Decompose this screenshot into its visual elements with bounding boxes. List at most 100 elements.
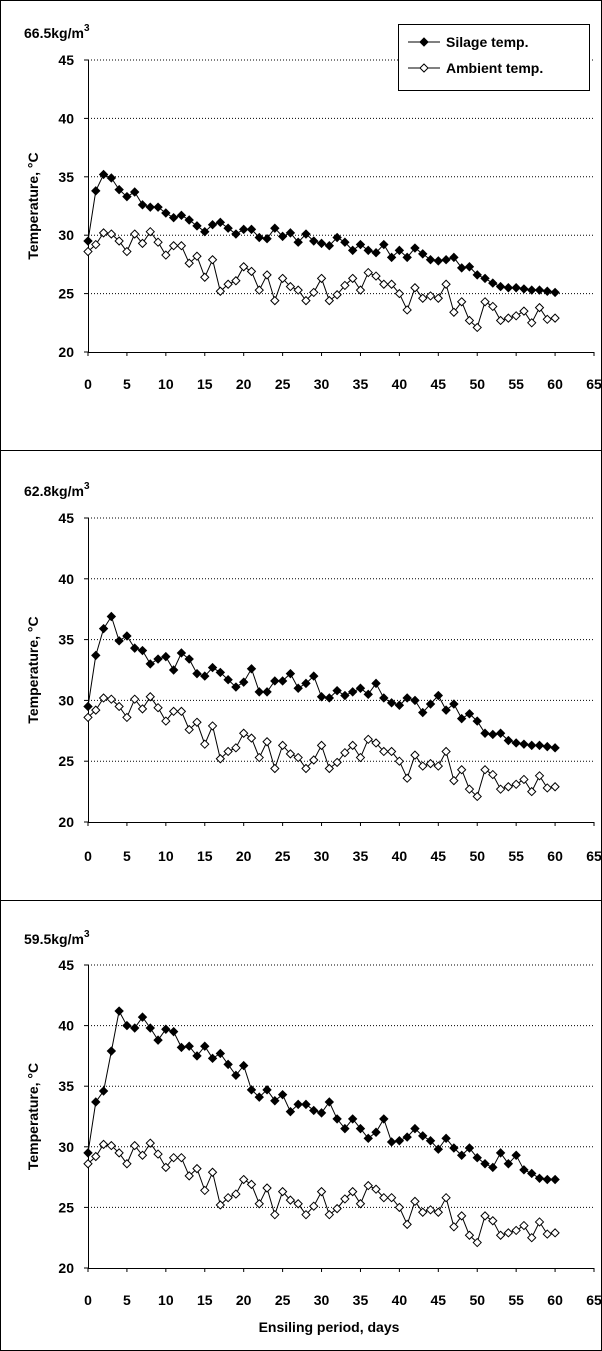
ambient-point xyxy=(309,287,319,298)
silage-point xyxy=(309,1105,319,1116)
legend-marker-ambient xyxy=(419,63,429,73)
silage-point xyxy=(137,1012,148,1022)
x-tick-label: 35 xyxy=(353,376,369,392)
ambient-point xyxy=(495,315,506,326)
ambient-point xyxy=(355,285,366,295)
ambient-point xyxy=(418,293,428,303)
ambient-point xyxy=(511,779,521,790)
silage-point xyxy=(223,223,233,233)
silage-point xyxy=(153,1035,163,1045)
silage-point xyxy=(98,1086,109,1096)
ambient-point xyxy=(316,1186,327,1197)
ambient-point xyxy=(106,229,117,239)
silage-point xyxy=(425,255,436,265)
silage-point xyxy=(379,239,389,250)
ambient-point xyxy=(106,1140,117,1151)
silage-point xyxy=(394,700,405,710)
panel-density-label: 59.5kg/m3 xyxy=(24,929,90,947)
x-tick-label: 25 xyxy=(275,1292,291,1308)
silage-point xyxy=(293,683,303,693)
silage-point xyxy=(410,1123,420,1134)
silage-point xyxy=(285,1106,296,1117)
ambient-point xyxy=(355,752,366,763)
ambient-point xyxy=(153,237,163,247)
silage-point xyxy=(207,1053,218,1064)
ambient-point xyxy=(394,288,405,299)
density-value: 59.5kg/m xyxy=(24,931,84,947)
ambient-point xyxy=(246,1179,257,1190)
silage-point xyxy=(355,683,366,693)
silage-point xyxy=(215,217,226,228)
silage-point xyxy=(184,1041,194,1051)
ambient-point xyxy=(441,1192,451,1203)
legend-label-silage: Silage temp. xyxy=(446,34,528,50)
series-ambient xyxy=(83,1138,560,1248)
ambient-point xyxy=(488,1216,498,1226)
silage-point xyxy=(168,665,179,675)
silage-point xyxy=(410,695,420,706)
silage-point xyxy=(433,1144,444,1154)
ambient-point xyxy=(254,1199,264,1209)
x-tick-label: 15 xyxy=(197,1292,213,1308)
ambient-point xyxy=(418,1207,428,1217)
ambient-point xyxy=(254,285,264,295)
silage-point xyxy=(456,713,467,724)
density-value: 66.5kg/m xyxy=(24,25,84,41)
ambient-point xyxy=(550,313,560,323)
silage-point xyxy=(332,685,342,696)
x-tick-label: 65 xyxy=(586,1292,602,1308)
y-tick-label: 20 xyxy=(58,1260,74,1276)
ambient-point xyxy=(527,318,537,328)
x-tick-label: 25 xyxy=(275,376,291,392)
ambient-point xyxy=(379,746,389,757)
y-tick-label: 30 xyxy=(58,692,74,708)
x-tick-label: 55 xyxy=(508,376,524,392)
ambient-point xyxy=(363,1180,373,1191)
silage-point xyxy=(246,664,257,674)
y-tick-label: 45 xyxy=(58,957,74,973)
ambient-point xyxy=(309,1201,319,1211)
silage-point xyxy=(550,287,560,298)
y-axis-title: Temperature, °C xyxy=(25,616,41,723)
silage-point xyxy=(488,1162,498,1173)
ambient-point xyxy=(410,1196,420,1207)
ambient-point xyxy=(495,784,506,794)
x-tick-label: 15 xyxy=(197,848,213,864)
x-tick-label: 10 xyxy=(158,1292,174,1308)
ambient-point xyxy=(122,246,132,257)
silage-point xyxy=(488,729,498,740)
x-tick-label: 40 xyxy=(392,848,408,864)
silage-point xyxy=(355,1123,366,1134)
y-tick-label: 20 xyxy=(58,814,74,830)
silage-point xyxy=(379,693,389,703)
silage-point xyxy=(231,682,241,692)
ambient-point xyxy=(293,752,303,763)
silage-point xyxy=(503,735,514,746)
silage-point xyxy=(488,278,498,288)
ambient-point xyxy=(277,273,288,284)
ambient-point xyxy=(410,750,420,760)
silage-point xyxy=(433,256,444,266)
silage-point xyxy=(495,728,506,738)
y-tick-label: 30 xyxy=(58,1139,74,1155)
x-axis-title: Ensiling period, days xyxy=(259,1319,400,1335)
silage-point xyxy=(184,215,194,225)
silage-point xyxy=(472,716,482,726)
silage-point xyxy=(464,262,475,272)
ambient-point xyxy=(161,250,171,260)
ambient-point xyxy=(472,322,482,333)
silage-point xyxy=(254,687,264,697)
ambient-point xyxy=(542,1229,552,1239)
silage-point xyxy=(527,1168,537,1179)
silage-point xyxy=(270,676,280,686)
silage-point xyxy=(254,1092,264,1102)
ambient-point xyxy=(223,279,233,289)
x-tick-label: 50 xyxy=(469,376,485,392)
silage-point xyxy=(277,1089,288,1100)
ambient-point xyxy=(293,1199,303,1209)
silage-point xyxy=(207,219,218,230)
ambient-point xyxy=(402,1219,412,1230)
ambient-point xyxy=(262,270,272,280)
